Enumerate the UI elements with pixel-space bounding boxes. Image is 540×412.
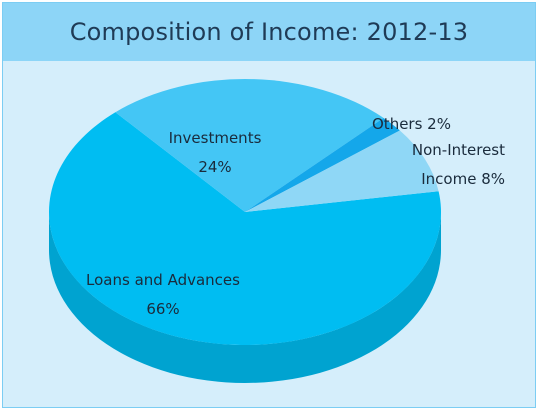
slice-label-0-1: 66% (146, 300, 179, 318)
pie-sides (49, 212, 441, 383)
pie-slice-2 (245, 117, 400, 212)
chart-frame: Composition of Income: 2012-13 Loans and… (2, 2, 536, 408)
title-bar: Composition of Income: 2012-13 (3, 3, 535, 61)
pie-slice-3 (245, 130, 439, 212)
pie-chart: Loans and Advances 66% Investments 24% Other… (48, 79, 505, 383)
slice-label-3-0: Non-Interest (412, 141, 505, 159)
slice-label-0-0: Loans and Advances (86, 271, 240, 289)
pie-slice-0 (48, 112, 441, 346)
slice-label-1-1: 24% (198, 158, 231, 176)
slice-label-2-0: Others 2% (372, 115, 451, 133)
chart-title: Composition of Income: 2012-13 (69, 18, 469, 46)
slice-label-1-0: Investments (169, 129, 262, 147)
slice-label-3-1: Income 8% (421, 170, 505, 188)
pie-side-0 (49, 212, 441, 383)
pie-slice-1 (115, 79, 384, 213)
